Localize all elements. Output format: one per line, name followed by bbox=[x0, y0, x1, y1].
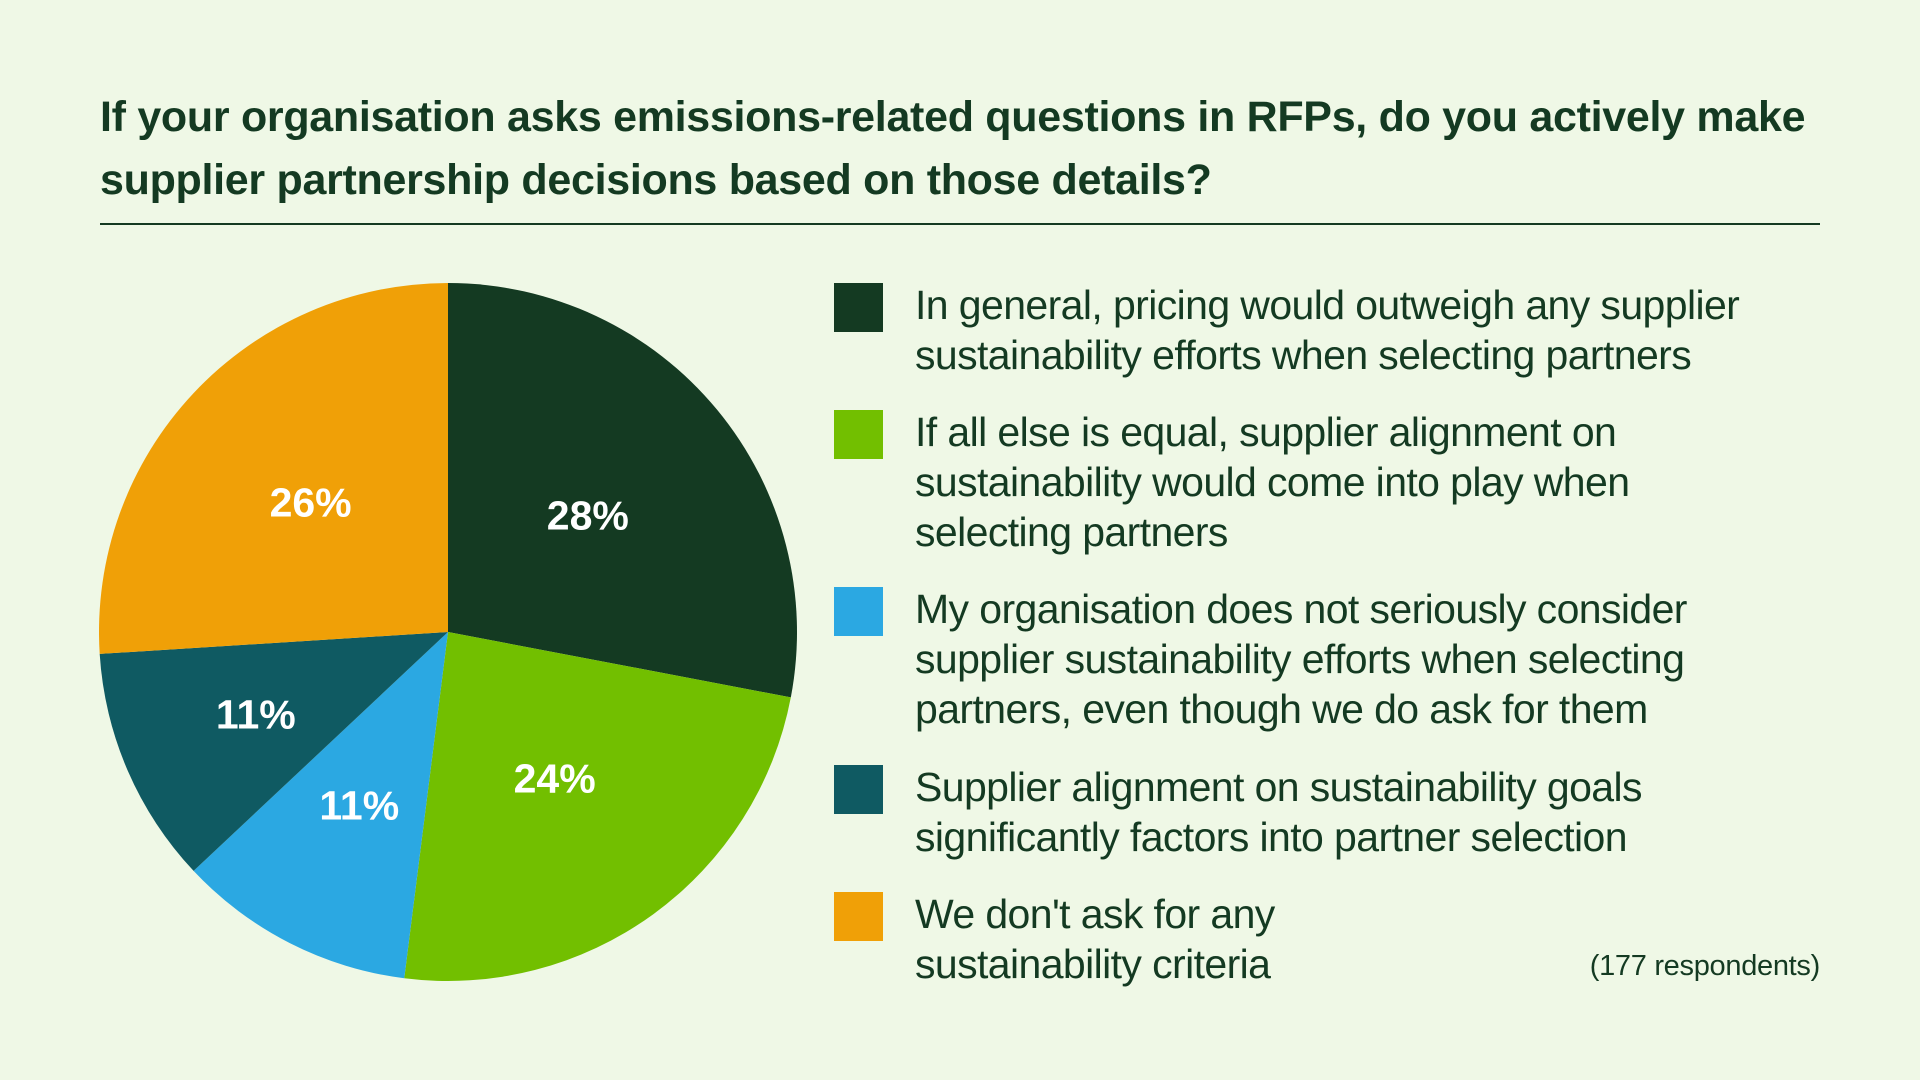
pie-label-4: 26% bbox=[269, 479, 352, 526]
legend-label: If all else is equal, supplier alignment… bbox=[915, 409, 1630, 555]
pie-label-1: 24% bbox=[513, 755, 596, 802]
legend-label: My organisation does not seriously consi… bbox=[915, 586, 1687, 732]
legend-swatch-orange bbox=[834, 892, 883, 941]
legend-label: Supplier alignment on sustainability goa… bbox=[915, 764, 1643, 860]
legend-item-dont-ask: We don't ask for any sustainability crit… bbox=[834, 889, 1335, 989]
pie-label-3: 11% bbox=[215, 691, 296, 738]
legend-item-all-else-equal: If all else is equal, supplier alignment… bbox=[834, 407, 1755, 557]
pie-label-2: 11% bbox=[319, 782, 400, 829]
legend-swatch-dark-green bbox=[834, 283, 883, 332]
chart-title: If your organisation asks emissions-rela… bbox=[100, 93, 1806, 204]
pie-chart: 28% 24% 11% 11% 26% bbox=[95, 279, 801, 985]
pie-slice-0 bbox=[448, 283, 797, 698]
legend-swatch-teal bbox=[834, 765, 883, 814]
respondents-note: (177 respondents) bbox=[1589, 950, 1821, 982]
pie-label-0: 28% bbox=[546, 492, 629, 539]
legend-swatch-lime-green bbox=[834, 410, 883, 459]
legend-item-significantly-factors: Supplier alignment on sustainability goa… bbox=[834, 762, 1775, 862]
legend-swatch-light-blue bbox=[834, 587, 883, 636]
pie-svg bbox=[99, 283, 797, 981]
title-divider bbox=[100, 223, 1820, 225]
pie-slice-3 bbox=[99, 632, 449, 871]
legend-label: We don't ask for any sustainability crit… bbox=[915, 891, 1275, 987]
pie-slice-4 bbox=[99, 283, 448, 654]
pie-slice-2 bbox=[193, 632, 448, 979]
pie-slice-1 bbox=[404, 632, 791, 981]
legend-item-pricing-outweighs: In general, pricing would outweigh any s… bbox=[834, 280, 1855, 380]
legend-item-not-seriously-consider: My organisation does not seriously consi… bbox=[834, 584, 1805, 734]
legend-label: In general, pricing would outweigh any s… bbox=[915, 282, 1740, 378]
